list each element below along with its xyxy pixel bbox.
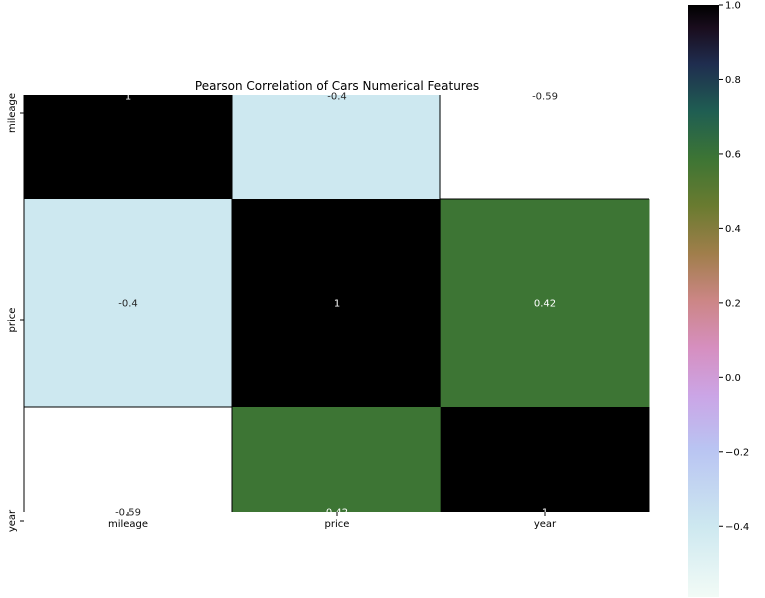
y-tick-label-year: year — [7, 509, 18, 532]
cell-annotation: 1 — [125, 92, 131, 103]
colorbar-tick-label: 0.4 — [725, 224, 741, 235]
heatmap-cell-year-mileage — [24, 407, 233, 512]
colorbar-tick-label: 1.0 — [725, 1, 741, 12]
cell-annotation: -0.4 — [118, 299, 138, 310]
heatmap-cell-price-price — [232, 199, 442, 407]
heatmap-cell-price-year — [440, 199, 650, 407]
heatmap-cell-mileage-year — [440, 95, 650, 199]
x-tick-label-price: price — [325, 519, 350, 530]
y-tick-label-mileage: mileage — [7, 93, 18, 133]
cell-annotation: -0.59 — [532, 92, 558, 103]
cell-annotation: -0.4 — [327, 92, 347, 103]
cell-annotation: 0.42 — [534, 299, 556, 310]
chart-title: Pearson Correlation of Cars Numerical Fe… — [195, 79, 479, 93]
heatmap-cell-year-price — [232, 407, 442, 512]
y-tick-label-price: price — [7, 308, 18, 333]
colorbar-tick-label: 0.2 — [725, 298, 741, 309]
heatmap-cell-mileage-price — [232, 95, 442, 199]
colorbar-tick-label: 0.6 — [725, 149, 741, 160]
cell-annotation: 1 — [334, 299, 340, 310]
heatmap-cell-price-mileage — [24, 199, 233, 407]
colorbar — [688, 5, 719, 597]
heatmap-cell-mileage-mileage — [24, 95, 233, 199]
colorbar-tick-label: 0.8 — [725, 75, 741, 86]
colorbar-tick-label: 0.0 — [725, 373, 741, 384]
x-tick-label-year: year — [534, 519, 557, 530]
colorbar-tick-label: −0.2 — [725, 447, 749, 458]
x-tick-label-mileage: mileage — [108, 519, 148, 530]
heatmap-cell-year-year — [440, 407, 650, 512]
colorbar-tick-label: −0.4 — [725, 522, 749, 533]
